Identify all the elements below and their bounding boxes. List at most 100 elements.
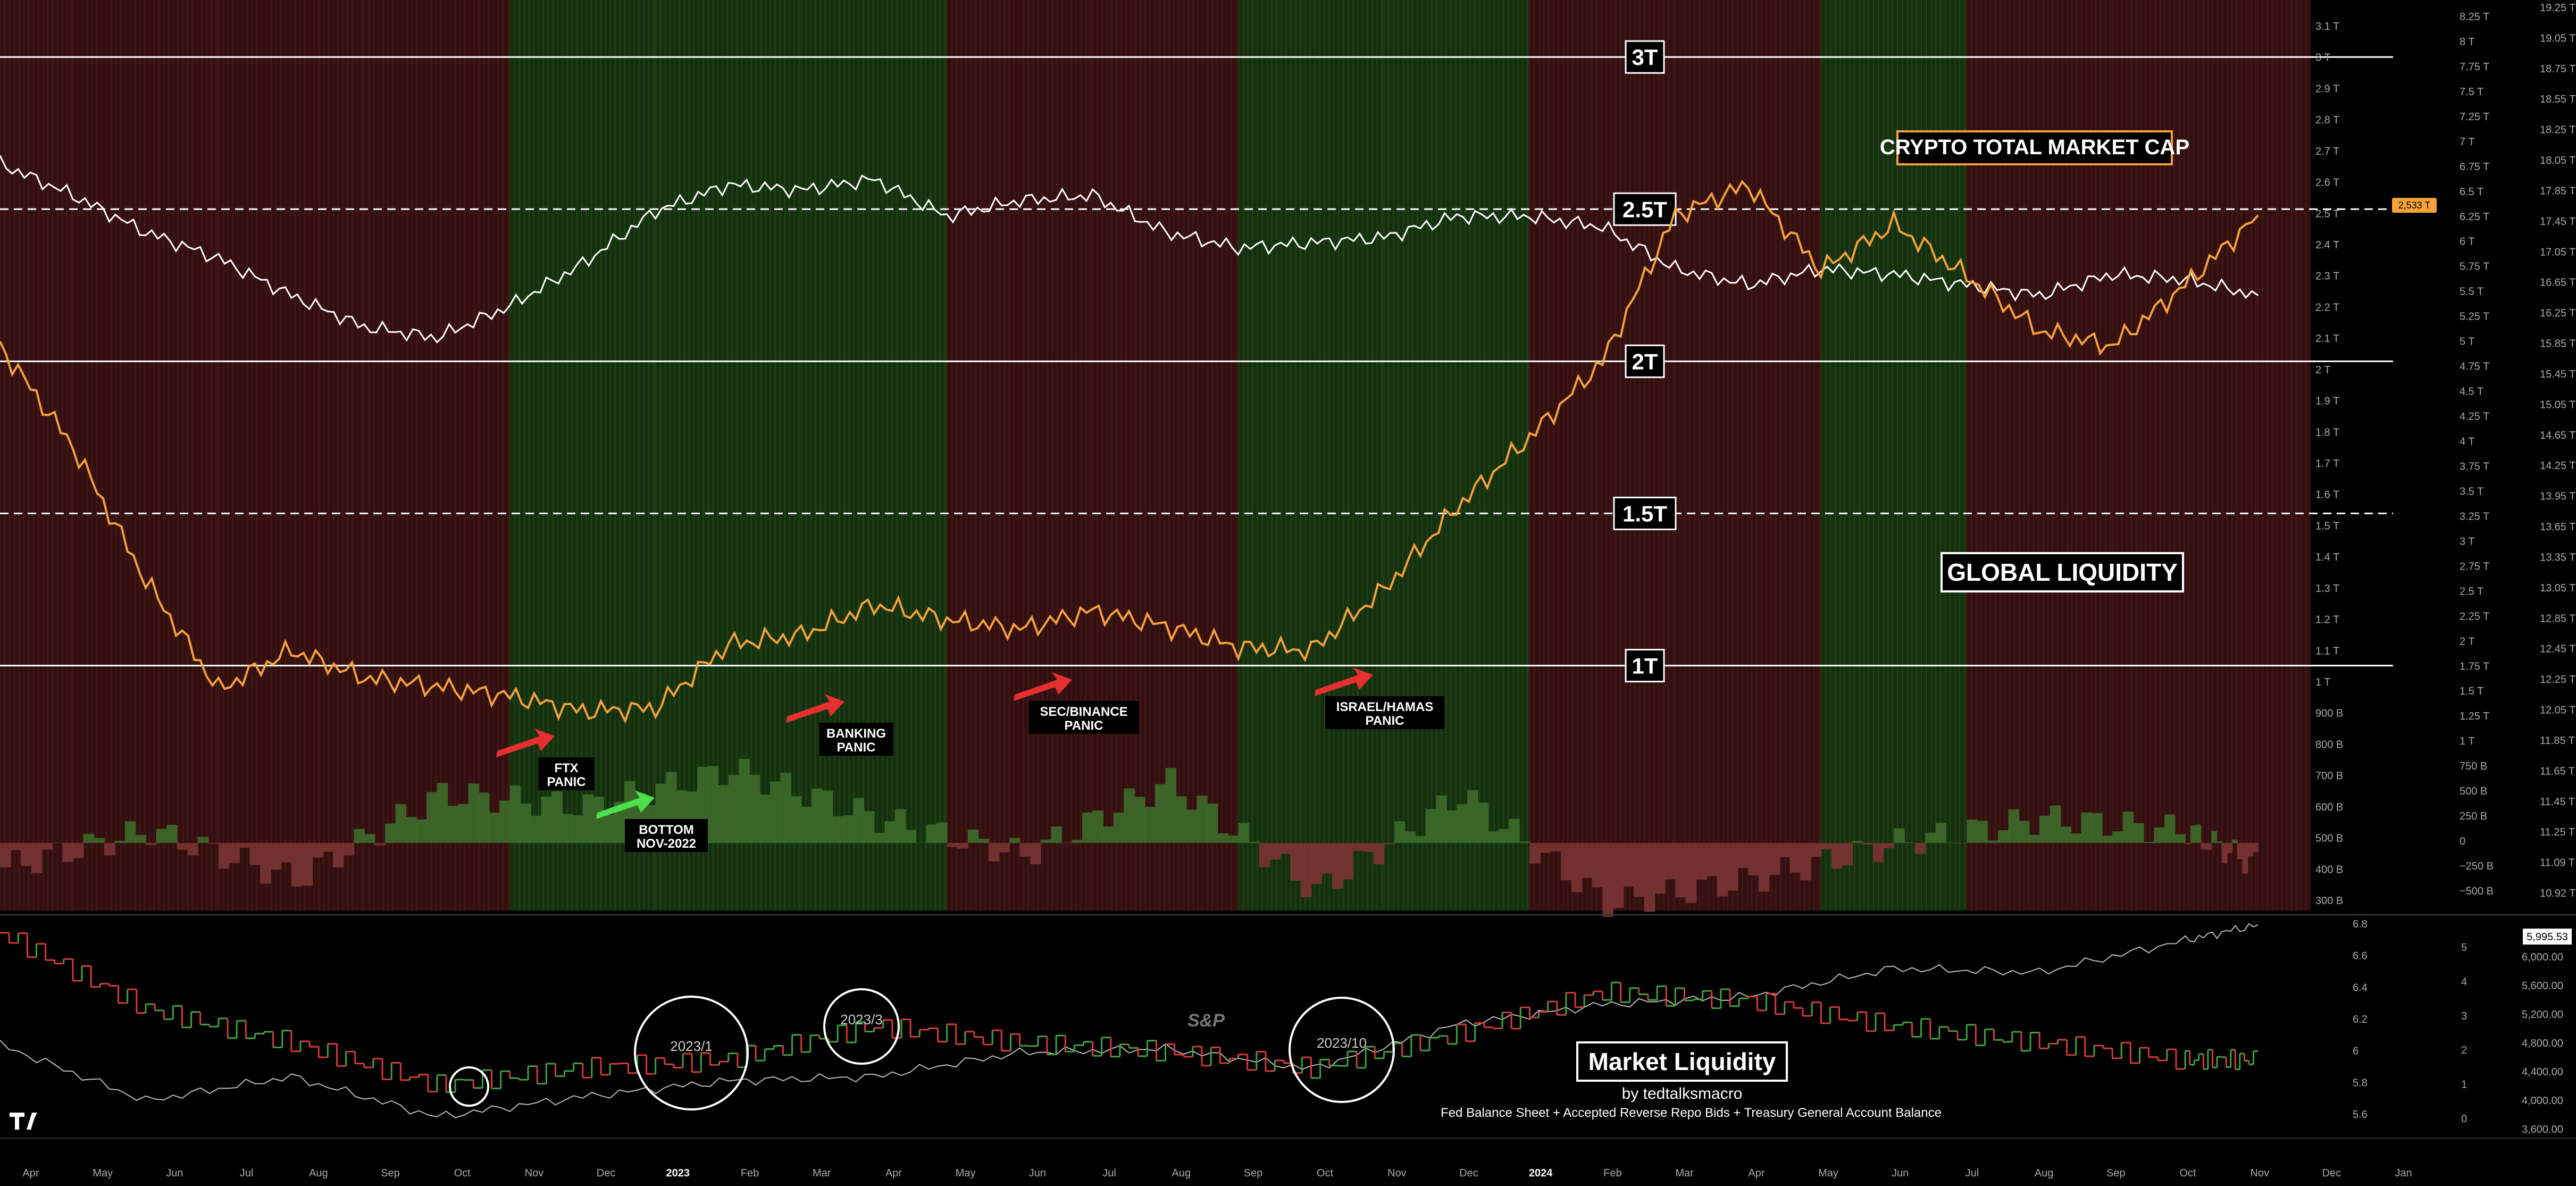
- time-axis-tick: Jul: [240, 1167, 254, 1179]
- lower-title: Market Liquidity: [1588, 1048, 1776, 1075]
- histogram-bar: [94, 838, 105, 843]
- histogram-bar: [1623, 843, 1635, 887]
- regime-band: [1529, 0, 1676, 911]
- axis-tick-global-liquidity: 15.05 T: [2540, 399, 2575, 411]
- histogram-bar: [1758, 843, 1770, 892]
- histogram-bar: [1967, 820, 1978, 843]
- histogram-bar: [1332, 843, 1343, 889]
- histogram-bar: [1290, 843, 1301, 881]
- annotation-arrow-icon: [786, 694, 844, 723]
- axis-tick-liquidity-delta: 1.75 T: [2460, 661, 2489, 672]
- axis-tick-global-liquidity: 11.65 T: [2540, 765, 2575, 777]
- time-axis-tick: Jul: [1966, 1167, 1979, 1179]
- lower-axis-tick-mid: 5: [2461, 942, 2467, 954]
- annotation-arrow-icon: [496, 729, 555, 757]
- axis-tick-liquidity-delta: 6 T: [2460, 236, 2475, 248]
- time-axis-tick: 2023: [666, 1167, 690, 1179]
- lower-axis-tick-mid: 1: [2461, 1079, 2467, 1091]
- axis-tick-global-liquidity: 11.09 T: [2540, 857, 2575, 869]
- histogram-bar: [2237, 843, 2243, 859]
- annotation-arrow-icon: [1315, 667, 1373, 696]
- histogram-bar: [780, 773, 792, 843]
- sp500-line: [0, 923, 2259, 1118]
- histogram-bar: [1779, 843, 1791, 857]
- axis-tick-crypto: 3.1 T: [2315, 21, 2339, 32]
- histogram-bar: [2174, 834, 2186, 843]
- axis-tick-global-liquidity: 18.25 T: [2540, 124, 2575, 136]
- histogram-bar: [1155, 784, 1166, 843]
- histogram-bar: [1467, 790, 1478, 843]
- histogram-bar: [2247, 843, 2254, 857]
- histogram-bar: [749, 774, 760, 843]
- histogram-bar: [229, 843, 240, 863]
- histogram-bar: [457, 804, 469, 843]
- histogram-bar: [2201, 843, 2207, 849]
- legend-crypto-label: CRYPTO TOTAL MARKET CAP: [1880, 136, 2189, 159]
- histogram-bar: [1707, 843, 1718, 876]
- histogram-bar: [239, 843, 250, 848]
- axis-tick-liquidity-delta: 500 B: [2460, 786, 2487, 797]
- regime-band: [947, 0, 1093, 911]
- histogram-bar: [0, 843, 11, 867]
- axis-tick-crypto: 2.7 T: [2315, 146, 2339, 157]
- histogram-bar: [2253, 843, 2259, 853]
- legend-global-liquidity-label: GLOBAL LIQUIDITY: [1947, 558, 2178, 586]
- axis-tick-crypto: 1.2 T: [2315, 614, 2339, 626]
- lower-axis-tick-mid: 2: [2461, 1045, 2467, 1056]
- axis-tick-global-liquidity: 13.05 T: [2540, 582, 2575, 594]
- histogram-bar: [333, 843, 344, 868]
- time-axis-tick: Dec: [597, 1167, 616, 1179]
- histogram-bar: [1457, 804, 1468, 843]
- histogram-bar: [1425, 809, 1437, 843]
- time-axis-tick: Jun: [166, 1167, 183, 1179]
- histogram-bar: [2029, 834, 2040, 843]
- axis-tick-global-liquidity: 12.45 T: [2540, 644, 2575, 655]
- histogram-bar: [1092, 811, 1104, 843]
- axis-tick-global-liquidity: 15.85 T: [2540, 338, 2575, 350]
- axis-tick-global-liquidity: 15.45 T: [2540, 369, 2575, 380]
- histogram-bar: [166, 824, 178, 843]
- histogram-bar: [2039, 815, 2051, 843]
- lower-axis-tick-left: 5.6: [2353, 1109, 2368, 1121]
- histogram-bar: [1717, 843, 1728, 897]
- axis-tick-liquidity-delta: 250 B: [2460, 811, 2487, 822]
- histogram-bar: [1009, 838, 1021, 843]
- axis-tick-crypto: 900 B: [2315, 708, 2343, 720]
- axis-tick-liquidity-delta: 3.25 T: [2460, 511, 2489, 522]
- annotation-label: PANIC: [547, 775, 586, 789]
- time-axis-tick: Jan: [2395, 1167, 2412, 1179]
- time-axis-tick: Sep: [381, 1167, 400, 1179]
- histogram-bar: [853, 798, 865, 843]
- histogram-bar: [145, 843, 157, 845]
- axis-tick-crypto: 2.6 T: [2315, 177, 2339, 189]
- watermark-sp: S&P: [1187, 1010, 1225, 1031]
- histogram-bar: [1082, 812, 1093, 843]
- histogram-bar: [1883, 843, 1895, 848]
- axis-tick-crypto: 2.5 T: [2315, 208, 2339, 220]
- axis-tick-liquidity-delta: 1.5 T: [2460, 686, 2483, 697]
- histogram-bar: [1342, 843, 1353, 880]
- histogram-bar: [832, 816, 843, 843]
- histogram-bar: [1946, 842, 1957, 843]
- histogram-bar: [967, 829, 979, 843]
- lower-title-box: Market Liquidity: [1576, 1041, 1788, 1082]
- histogram-bar: [509, 785, 521, 843]
- level-label: 1T: [1632, 654, 1658, 679]
- axis-tick-liquidity-delta: 1.25 T: [2460, 711, 2489, 722]
- histogram-bar: [915, 842, 927, 843]
- time-axis-tick: Oct: [2179, 1167, 2196, 1179]
- histogram-bar: [988, 843, 1000, 862]
- crypto-total-market-cap-line: [0, 179, 2259, 724]
- axis-tick-liquidity-delta: −250 B: [2460, 861, 2494, 872]
- regime-bands: [0, 0, 2311, 911]
- histogram-bar: [2081, 812, 2092, 843]
- histogram-bar: [218, 843, 230, 869]
- histogram-bar: [1862, 843, 1874, 845]
- histogram-bar: [1789, 843, 1801, 873]
- histogram-bar: [62, 843, 73, 862]
- histogram-bar: [2091, 813, 2103, 843]
- histogram-bar: [354, 829, 365, 843]
- axis-tick-liquidity-delta: 6.25 T: [2460, 211, 2489, 223]
- histogram-bar: [1238, 823, 1250, 843]
- histogram-bar: [1675, 843, 1686, 898]
